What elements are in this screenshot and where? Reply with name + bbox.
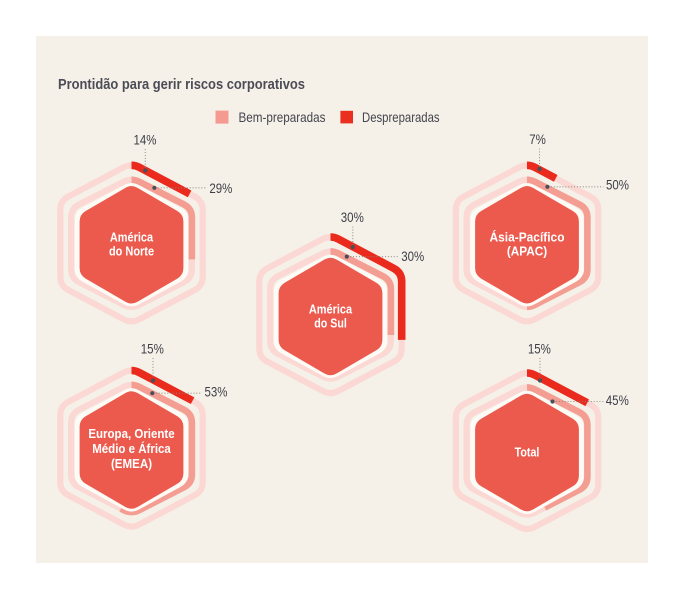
svg-text:(APAC): (APAC)	[507, 244, 547, 259]
svg-text:50%: 50%	[606, 176, 629, 192]
svg-text:45%: 45%	[606, 392, 629, 408]
svg-text:Europa, Oriente: Europa, Oriente	[88, 426, 174, 441]
svg-text:30%: 30%	[401, 248, 424, 264]
svg-text:do Sul: do Sul	[314, 315, 347, 330]
svg-text:América: América	[309, 301, 353, 316]
svg-text:30%: 30%	[341, 209, 364, 225]
svg-text:53%: 53%	[205, 383, 228, 399]
svg-text:29%: 29%	[209, 180, 232, 196]
svg-text:14%: 14%	[134, 132, 157, 148]
svg-text:Bem-preparadas: Bem-preparadas	[239, 109, 326, 125]
svg-text:Despreparadas: Despreparadas	[362, 109, 440, 125]
svg-text:15%: 15%	[141, 341, 164, 357]
svg-text:Médio e África: Médio e África	[92, 441, 171, 456]
svg-text:Total: Total	[515, 444, 540, 459]
svg-text:15%: 15%	[528, 340, 551, 356]
svg-text:Prontidão para gerir riscos co: Prontidão para gerir riscos corporativos	[58, 76, 305, 93]
svg-text:Ásia-Pacífico: Ásia-Pacífico	[490, 230, 565, 245]
svg-text:(EMEA): (EMEA)	[111, 456, 152, 471]
svg-text:América: América	[110, 230, 154, 245]
svg-text:do Norte: do Norte	[109, 244, 154, 259]
svg-text:7%: 7%	[529, 131, 546, 147]
